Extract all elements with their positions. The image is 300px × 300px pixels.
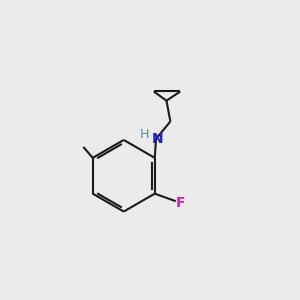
Text: H: H [140, 128, 149, 141]
Text: N: N [152, 132, 163, 146]
Text: F: F [176, 196, 185, 210]
